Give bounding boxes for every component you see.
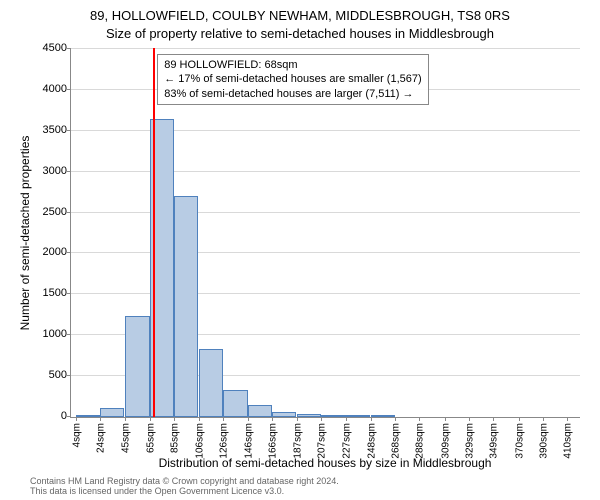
xtick-label: 370sqm (512, 417, 525, 459)
footer-line2: This data is licensed under the Open Gov… (30, 486, 339, 496)
xtick-label: 309sqm (438, 417, 451, 459)
xtick-label: 288sqm (413, 417, 426, 459)
chart-title-line1: 89, HOLLOWFIELD, COULBY NEWHAM, MIDDLESB… (0, 8, 600, 23)
annotation-box: 89 HOLLOWFIELD: 68sqm← 17% of semi-detac… (157, 54, 428, 105)
xtick-label: 390sqm (536, 417, 549, 459)
footer-line1: Contains HM Land Registry data © Crown c… (30, 476, 339, 486)
annotation-line1: 89 HOLLOWFIELD: 68sqm (164, 58, 421, 72)
y-axis-label: Number of semi-detached properties (18, 48, 32, 418)
gridline-h (71, 252, 580, 253)
xtick-label: 349sqm (487, 417, 500, 459)
xtick-label: 207sqm (315, 417, 328, 459)
marker-line (153, 48, 155, 417)
gridline-h (71, 48, 580, 49)
xtick-label: 4sqm (69, 417, 82, 447)
xtick-label: 268sqm (389, 417, 402, 459)
ytick-label: 3500 (43, 124, 71, 136)
ytick-label: 1500 (43, 287, 71, 299)
gridline-h (71, 171, 580, 172)
xtick-label: 65sqm (143, 417, 156, 453)
footer-attribution: Contains HM Land Registry data © Crown c… (30, 476, 339, 496)
xtick-label: 410sqm (560, 417, 573, 459)
xtick-label: 248sqm (364, 417, 377, 459)
gridline-h (71, 212, 580, 213)
annotation-line2: ← 17% of semi-detached houses are smalle… (164, 72, 421, 86)
xtick-label: 126sqm (217, 417, 230, 459)
ytick-label: 2000 (43, 246, 71, 258)
ytick-label: 3000 (43, 165, 71, 177)
x-axis-label: Distribution of semi-detached houses by … (70, 456, 580, 470)
xtick-label: 45sqm (119, 417, 132, 453)
chart-title-line2: Size of property relative to semi-detach… (0, 26, 600, 41)
xtick-label: 227sqm (339, 417, 352, 459)
ytick-label: 500 (49, 369, 71, 381)
histogram-bar (100, 408, 124, 417)
chart-container: 89, HOLLOWFIELD, COULBY NEWHAM, MIDDLESB… (0, 0, 600, 500)
ytick-label: 1000 (43, 328, 71, 340)
gridline-h (71, 293, 580, 294)
xtick-label: 187sqm (291, 417, 304, 459)
ytick-label: 2500 (43, 206, 71, 218)
ytick-label: 4000 (43, 83, 71, 95)
gridline-h (71, 130, 580, 131)
histogram-bar (174, 196, 198, 417)
histogram-bar (223, 390, 247, 417)
histogram-bar (125, 316, 149, 417)
xtick-label: 85sqm (167, 417, 180, 453)
annotation-line3: 83% of semi-detached houses are larger (… (164, 87, 421, 101)
xtick-label: 24sqm (94, 417, 107, 453)
histogram-bar (248, 405, 272, 417)
xtick-label: 146sqm (241, 417, 254, 459)
xtick-label: 166sqm (265, 417, 278, 459)
xtick-label: 329sqm (462, 417, 475, 459)
plot-area: 0500100015002000250030003500400045004sqm… (70, 48, 580, 418)
histogram-bar (199, 349, 223, 417)
ytick-label: 4500 (43, 42, 71, 54)
xtick-label: 106sqm (193, 417, 206, 459)
